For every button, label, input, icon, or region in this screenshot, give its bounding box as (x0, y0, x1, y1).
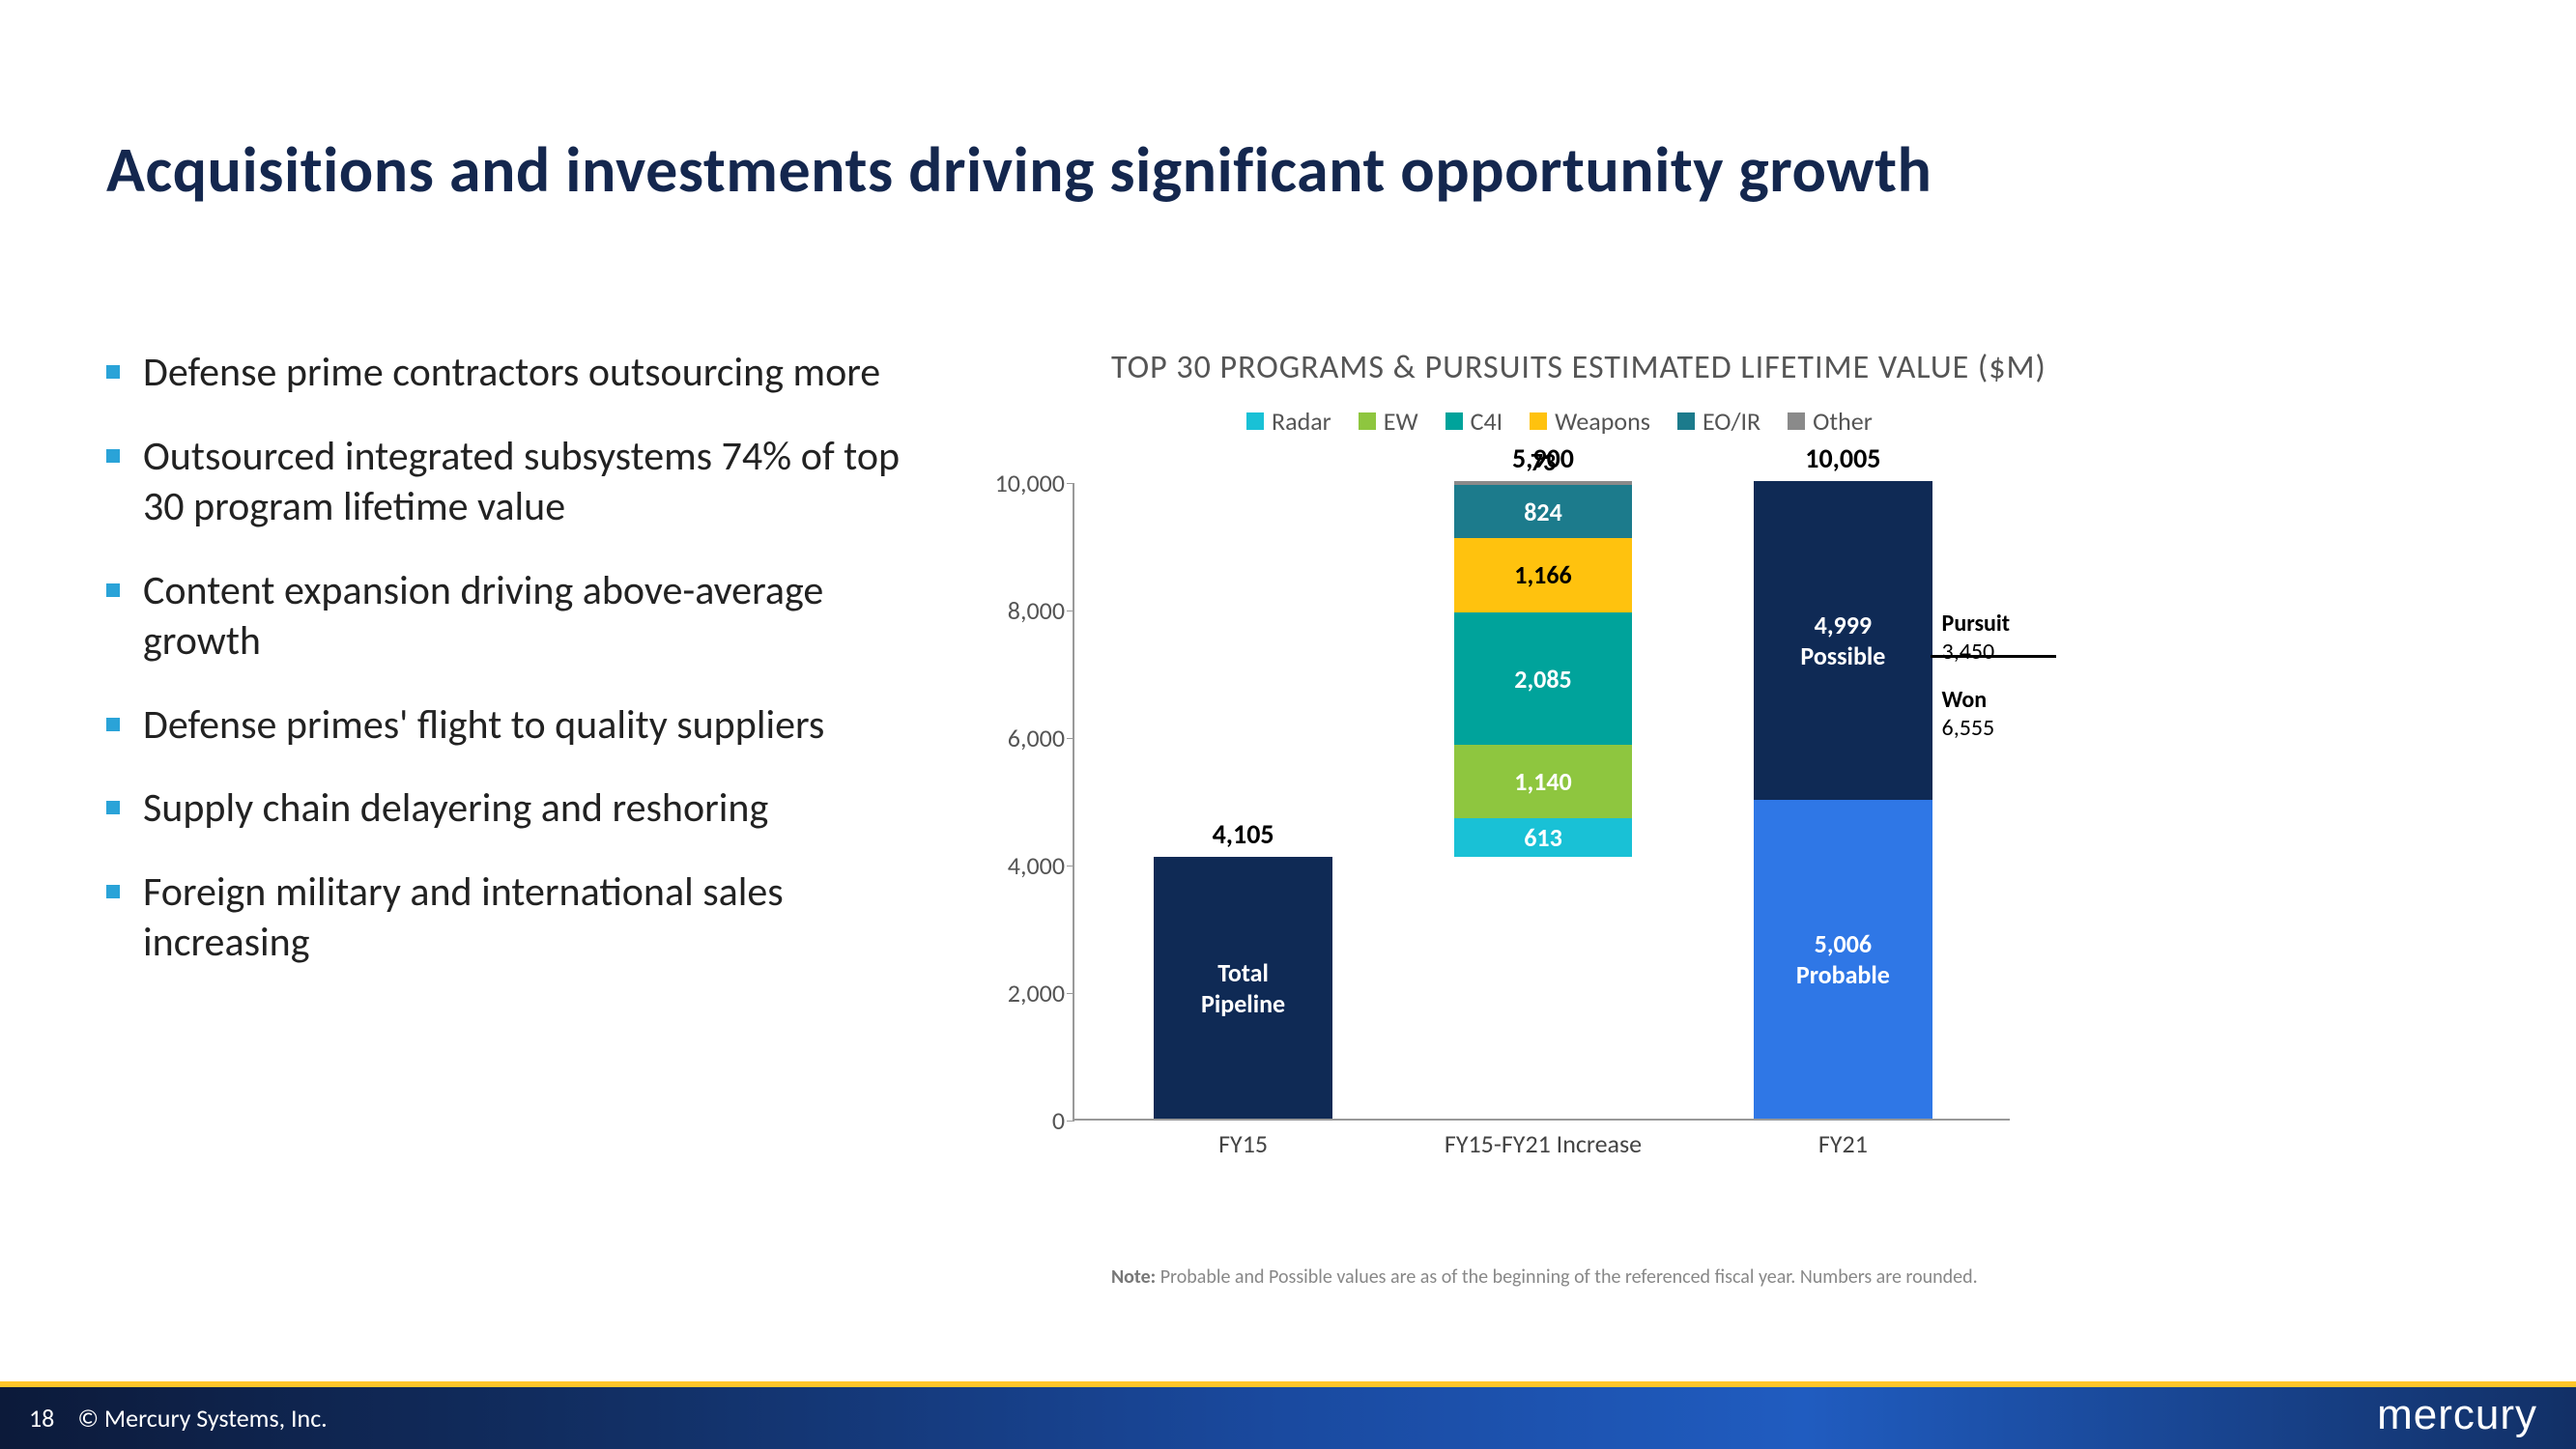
segment-label: 1,140 (1514, 766, 1571, 797)
bullet-item: Outsourced integrated subsystems 74% of … (106, 432, 947, 533)
bar-segment: 1,166 (1454, 538, 1632, 612)
legend-label: Other (1813, 406, 1873, 437)
segment-label: 1,166 (1514, 559, 1571, 590)
bar-segment: 4,999Possible (1754, 481, 1932, 800)
y-axis-label: 4,000 (1008, 850, 1065, 881)
bullet-text: Supply chain delayering and reshoring (143, 783, 768, 835)
bar-segment: 2,085 (1454, 612, 1632, 746)
bullet-text: Content expansion driving above-average … (143, 566, 947, 668)
bullet-item: Defense primes' flight to quality suppli… (106, 700, 947, 752)
bar-total-label: 5,900 (1512, 441, 1574, 475)
bullet-text: Defense primes' flight to quality suppli… (143, 700, 824, 752)
legend-label: Weapons (1555, 406, 1650, 437)
segment-label: 613 (1524, 822, 1562, 853)
legend-label: Radar (1272, 406, 1331, 437)
bar-segment: 5,006Probable (1754, 800, 1932, 1119)
bullet-marker (106, 365, 120, 379)
copyright-text: © Mercury Systems, Inc. (77, 1403, 327, 1434)
chart-plot: 02,0004,0006,0008,00010,000TotalPipeline… (1073, 483, 2010, 1121)
legend-item: EO/IR (1677, 406, 1760, 437)
chart-title: TOP 30 PROGRAMS & PURSUITS ESTIMATED LIF… (1111, 348, 2046, 387)
legend-item: Other (1788, 406, 1873, 437)
chart-footnote: Note: Probable and Possible values are a… (1111, 1265, 1978, 1289)
side-divider (1931, 655, 2056, 658)
bullet-marker (106, 449, 120, 463)
x-axis-label: FY15-FY21 Increase (1445, 1128, 1642, 1159)
bullet-item: Supply chain delayering and reshoring (106, 783, 947, 835)
legend-swatch (1359, 412, 1376, 430)
chart-area: 02,0004,0006,0008,00010,000TotalPipeline… (1005, 444, 2048, 1179)
segment-label: 2,085 (1514, 664, 1571, 695)
bullet-marker (106, 718, 120, 731)
y-axis-label: 10,000 (995, 468, 1065, 498)
legend-item: C4I (1445, 406, 1503, 437)
x-axis-label: FY15 (1218, 1128, 1268, 1159)
side-annotation: Won6,555 (1942, 687, 1995, 743)
bullet-item: Foreign military and international sales… (106, 867, 947, 969)
bullet-marker (106, 801, 120, 814)
y-axis-label: 6,000 (1008, 723, 1065, 753)
chart-bar: 4,999Possible5,006Probable10,005 (1754, 481, 1932, 1119)
legend-label: EO/IR (1703, 406, 1760, 437)
bullet-text: Outsourced integrated subsystems 74% of … (143, 432, 947, 533)
bullet-item: Defense prime contractors outsourcing mo… (106, 348, 947, 399)
slide-title: Acquisitions and investments driving sig… (106, 130, 1932, 209)
y-axis-label: 0 (1052, 1105, 1065, 1136)
bullet-text: Defense prime contractors outsourcing mo… (143, 348, 880, 399)
segment-label: TotalPipeline (1201, 957, 1285, 1019)
slide: { "title": "Acquisitions and investments… (0, 0, 2576, 1449)
legend-item: Radar (1246, 406, 1331, 437)
bullet-marker (106, 885, 120, 898)
bullet-list: Defense prime contractors outsourcing mo… (106, 348, 947, 1002)
legend-swatch (1246, 412, 1264, 430)
legend-swatch (1788, 412, 1805, 430)
legend-label: EW (1384, 406, 1418, 437)
note-text: Probable and Possible values are as of t… (1156, 1265, 1977, 1289)
bar-segment: 1,140 (1454, 745, 1632, 817)
legend-swatch (1445, 412, 1463, 430)
chart-bar: 738241,1662,0851,1406135,900 (1454, 481, 1632, 857)
legend-swatch (1530, 412, 1547, 430)
mercury-logo: mercury (2377, 1391, 2537, 1439)
bullet-marker (106, 583, 120, 597)
bar-segment: TotalPipeline (1154, 857, 1331, 1119)
chart-bar: TotalPipeline4,105 (1154, 857, 1331, 1119)
segment-label: 5,006Probable (1796, 928, 1890, 990)
bar-total-label: 10,005 (1805, 441, 1880, 475)
bar-segment: 613 (1454, 818, 1632, 857)
bar-segment: 824 (1454, 485, 1632, 537)
legend-item: EW (1359, 406, 1418, 437)
y-axis-label: 2,000 (1008, 978, 1065, 1009)
bar-total-label: 4,105 (1213, 817, 1274, 851)
segment-label: 824 (1524, 497, 1562, 527)
x-axis-label: FY21 (1818, 1128, 1868, 1159)
bullet-text: Foreign military and international sales… (143, 867, 947, 969)
segment-label: 4,999Possible (1800, 610, 1885, 671)
bullet-item: Content expansion driving above-average … (106, 566, 947, 668)
legend-swatch (1677, 412, 1695, 430)
footer-bar: 18 © Mercury Systems, Inc. mercury (0, 1387, 2576, 1449)
legend-item: Weapons (1530, 406, 1650, 437)
page-number: 18 (29, 1403, 54, 1434)
note-label: Note: (1111, 1265, 1156, 1289)
chart-legend: Radar EW C4I Weapons EO/IR Other (1246, 406, 1873, 437)
legend-label: C4I (1471, 406, 1503, 437)
y-axis-label: 8,000 (1008, 595, 1065, 626)
